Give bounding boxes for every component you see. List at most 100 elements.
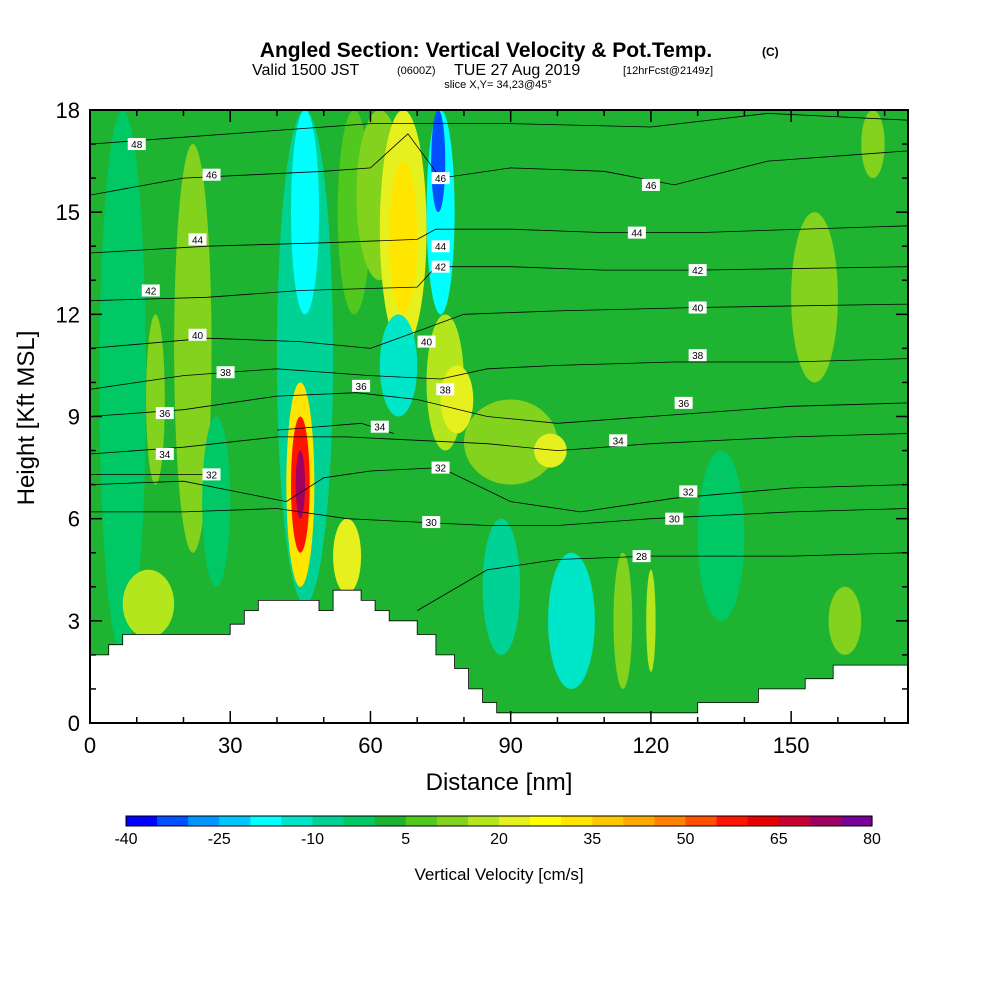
colorbar-swatch [157, 816, 189, 826]
colorbar-swatch [592, 816, 624, 826]
colorbar-label: Vertical Velocity [cm/s] [414, 865, 583, 884]
contour-label-text: 36 [356, 382, 368, 393]
contour-label-x13: 32 [679, 485, 698, 498]
contour-label-x11: 36 [352, 379, 371, 393]
y-tick-label: 9 [68, 405, 80, 430]
contour-label-box [674, 396, 693, 409]
contour-label-box [436, 383, 455, 396]
isentrope-36 [90, 392, 908, 424]
contour-label-7: 38 [688, 349, 707, 362]
contour-label-box [417, 335, 436, 348]
contour-label-box [216, 366, 235, 379]
x-tick-label: 150 [773, 733, 810, 758]
isentrope-40 [90, 303, 908, 349]
contour-label-text: 46 [206, 171, 218, 182]
contour-label-box [431, 172, 450, 185]
velocity-cell-13 [431, 110, 446, 213]
contour-label-box [127, 138, 146, 151]
contour-label-text: 40 [192, 331, 204, 342]
contour-label-1: 30 [422, 516, 441, 529]
colorbar-tick-label: 5 [401, 831, 410, 848]
contour-label-x5: 42 [431, 260, 450, 274]
velocity-cell-22 [333, 518, 362, 594]
contour-label-box [352, 379, 371, 392]
colorbar-swatch [467, 816, 500, 826]
contour-label-9: 42 [688, 264, 707, 277]
colorbar-tick-label: 65 [770, 831, 788, 848]
colorbar-swatch [809, 816, 842, 826]
contour-label-box [609, 434, 628, 447]
contour-label-text: 42 [435, 263, 447, 274]
colorbar-tick-label: 50 [677, 831, 695, 848]
velocity-cell-1 [99, 110, 147, 655]
contour-label-box [370, 420, 389, 433]
colorbar-tick-label: 20 [490, 831, 508, 848]
contour-label-x6: 40 [188, 328, 207, 342]
contour-label-box [155, 447, 174, 460]
contour-label-text: 38 [220, 368, 232, 379]
isentrope-28 [416, 552, 908, 611]
contour-label-text: 32 [206, 470, 218, 481]
contour-label-x2: 44 [188, 233, 207, 246]
x-tick-label: 30 [218, 733, 242, 758]
contour-label-x0: 46 [202, 168, 221, 182]
contour-label-box [155, 407, 174, 420]
contour-label-box [688, 301, 707, 314]
x-tick-label: 0 [84, 733, 96, 758]
contour-label-box [632, 550, 651, 563]
velocity-cell-11 [389, 161, 418, 315]
colorbar-swatch [219, 816, 251, 826]
contour-label-box [688, 264, 707, 277]
colorbar-swatch [312, 816, 345, 826]
colorbar: -40 -25 -10 5 20 35 50 65 80 [114, 815, 881, 848]
colorbar-swatch [778, 816, 811, 826]
colorbar-swatch [250, 816, 283, 826]
contour-label-box [188, 328, 207, 341]
velocity-cell-7 [290, 110, 320, 315]
contour-label-6: 36 [674, 396, 693, 410]
colorbar-swatch [530, 816, 562, 826]
colorbar-swatch [281, 816, 314, 826]
contour-label-text: 34 [374, 423, 386, 434]
contour-label-text: 44 [631, 229, 643, 240]
contour-label-text: 42 [692, 266, 704, 277]
contour-label-text: 46 [435, 174, 447, 185]
y-axis-label: Height [Kft MSL] [13, 331, 40, 506]
contour-label-text: 36 [678, 399, 690, 410]
contour-label-text: 34 [159, 450, 171, 461]
contour-label-x10: 36 [155, 407, 174, 420]
colorbar-swatch [499, 816, 531, 826]
velocity-cell-15 [440, 365, 474, 434]
contour-label-box [202, 468, 221, 481]
colorbar-swatch [188, 816, 220, 826]
contour-label-box [627, 226, 646, 239]
colorbar-swatch [716, 816, 749, 826]
contour-label-text: 44 [435, 242, 447, 253]
contour-label-3: 32 [202, 468, 221, 481]
velocity-cell-23 [482, 518, 521, 655]
colorbar-frame [125, 815, 873, 827]
contour-label-box [688, 349, 707, 362]
velocity-cell-24 [548, 552, 595, 689]
colorbar-swatch [561, 816, 593, 826]
slice-info: slice X,Y= 34,23@45° [444, 79, 552, 91]
contour-label-text: 32 [683, 487, 695, 498]
x-axis-ticks: 0 30 60 90 120 150 [84, 110, 886, 758]
velocity-cell-25 [613, 552, 633, 689]
colorbar-swatch [747, 816, 780, 826]
contour-label-x4: 42 [141, 284, 160, 297]
contour-label-text: 46 [645, 181, 657, 192]
colorbar-swatch [840, 816, 873, 826]
isentrope-46 [90, 133, 908, 196]
isentrope-48 [90, 112, 908, 145]
y-tick-label: 15 [56, 200, 80, 225]
contour-label-text: 38 [692, 351, 704, 362]
contour-label-8: 40 [688, 301, 707, 315]
velocity-cell-3 [202, 416, 231, 587]
colorbar-swatch [343, 816, 376, 826]
velocity-cell-18 [534, 433, 567, 468]
velocity-cell-5 [146, 314, 165, 485]
